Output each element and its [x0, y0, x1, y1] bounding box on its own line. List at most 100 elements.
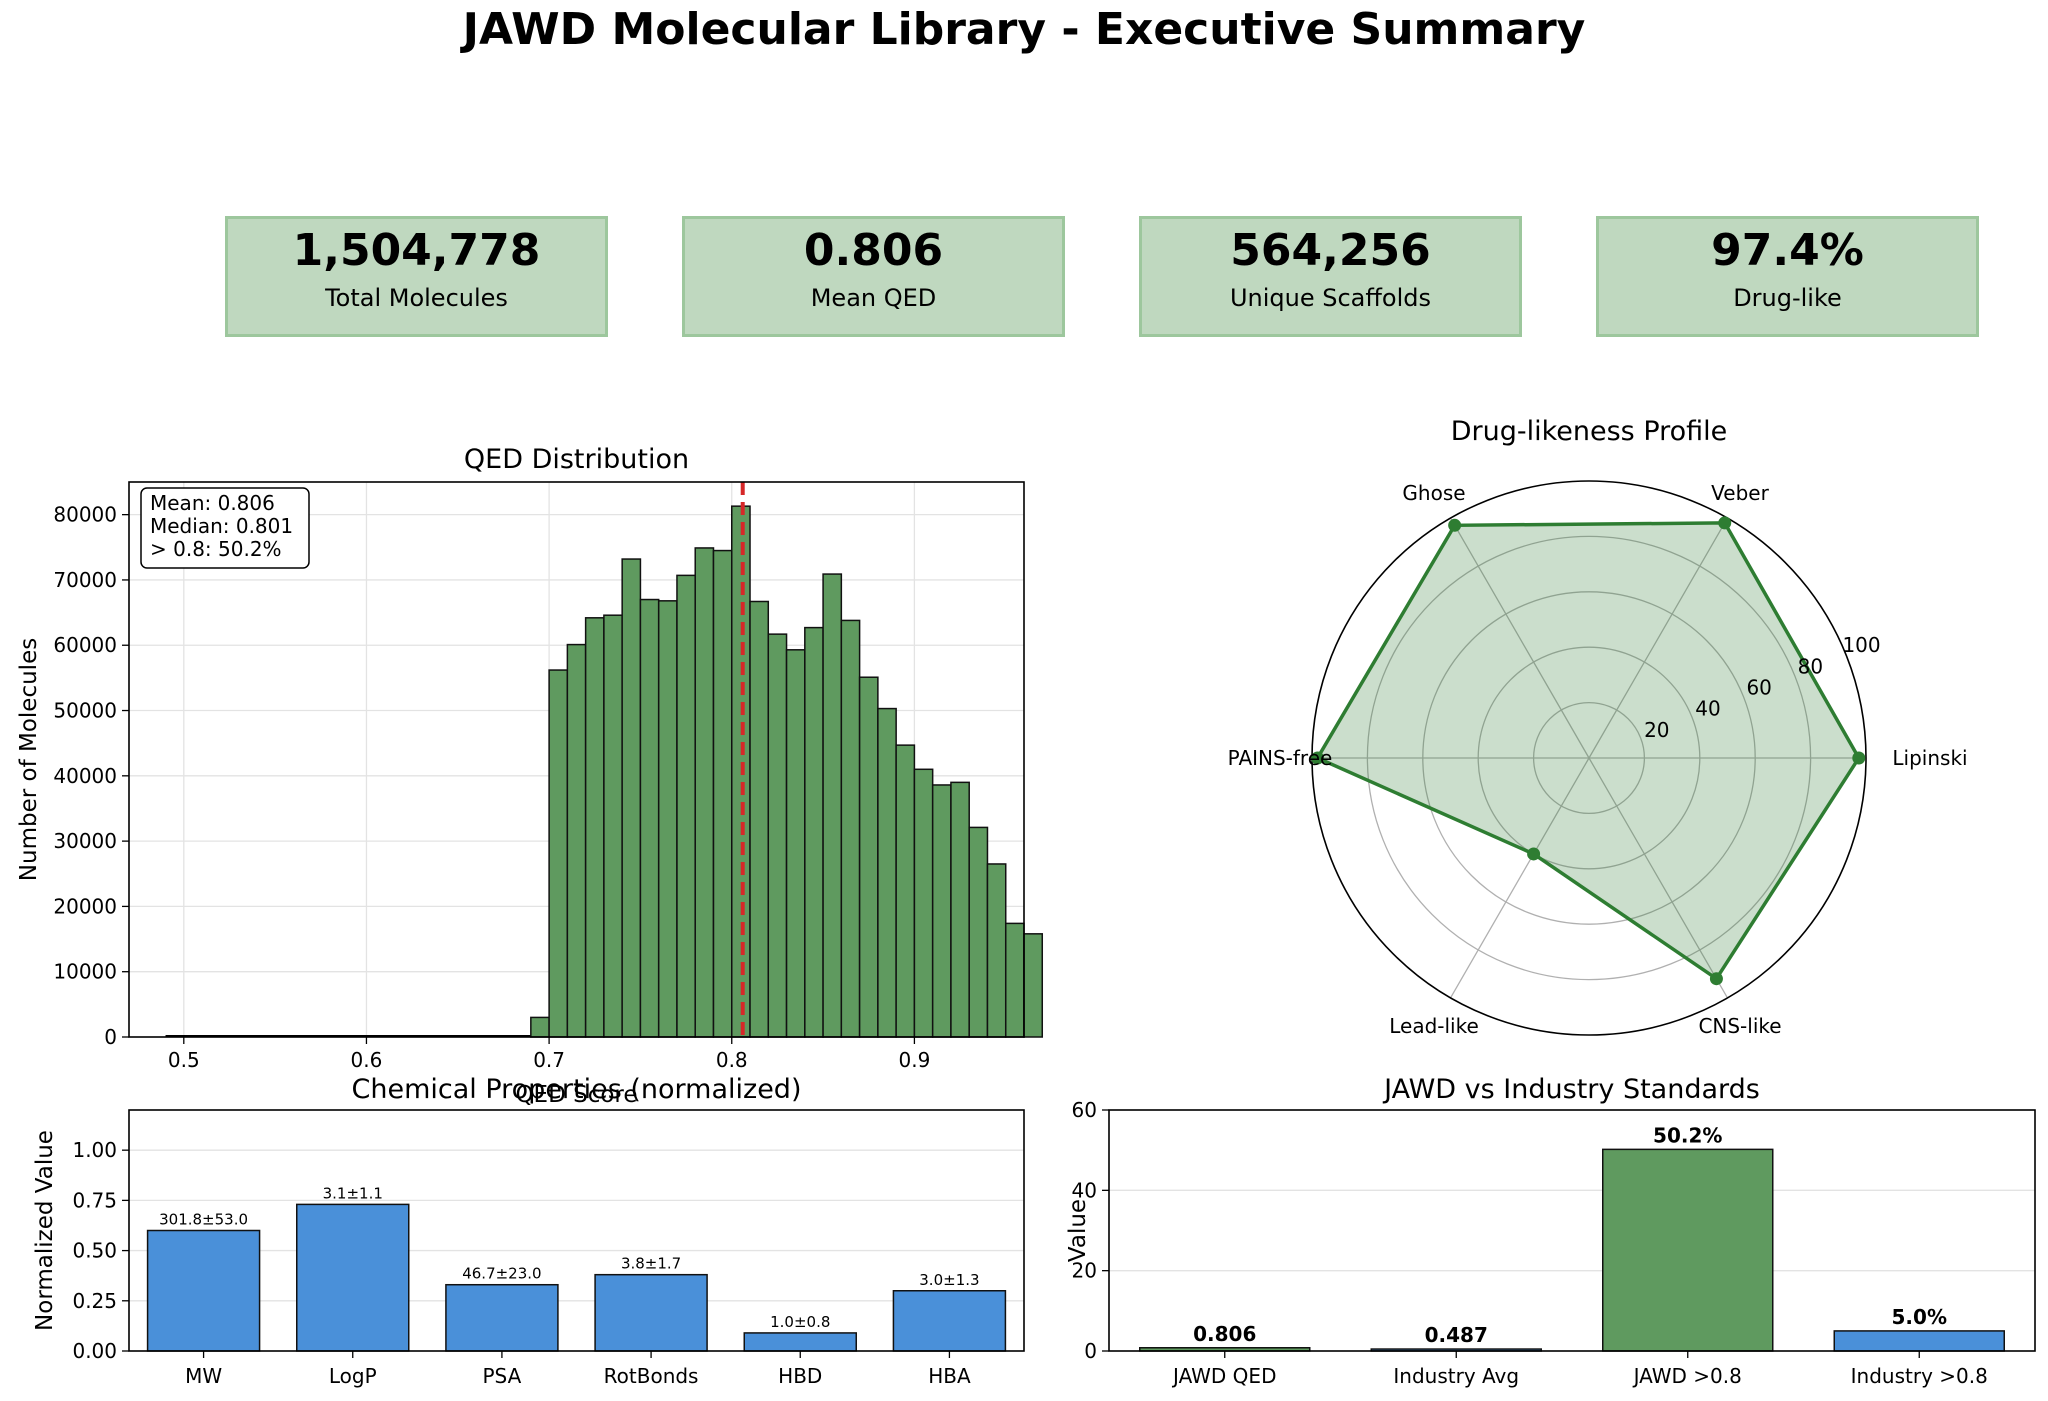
- hist-bar: [749, 600, 770, 1038]
- ind-bar-label: 0.806: [1193, 1322, 1256, 1346]
- hist-bar: [548, 669, 569, 1038]
- page-title: JAWD Molecular Library - Executive Summa…: [462, 4, 1586, 55]
- ind-ytick-label: 40: [1072, 1178, 1097, 1202]
- chem-bar: [892, 1290, 1007, 1352]
- radar-axis-label: PAINS-free: [1228, 746, 1333, 770]
- chem-ylabel: Normalized Value: [32, 1130, 58, 1331]
- hist-bar: [639, 598, 660, 1038]
- hist-ytick-label: 60000: [53, 633, 117, 657]
- ind-ytick-label: 0: [1084, 1339, 1097, 1363]
- ind-xtick-label: JAWD >0.8: [1632, 1364, 1742, 1388]
- hist-bar: [858, 676, 879, 1038]
- chem-bar-label: 46.7±23.0: [462, 1265, 541, 1283]
- radar-title: Drug-likeness Profile: [1451, 416, 1728, 447]
- hist-bar: [584, 617, 605, 1038]
- ind-xtick-label: JAWD QED: [1171, 1364, 1276, 1388]
- kpi-value: 1,504,778: [292, 225, 541, 276]
- chem-ytick-label: 0.50: [72, 1239, 117, 1263]
- hist-bar: [712, 549, 733, 1038]
- hist-bar: [566, 643, 587, 1038]
- hist-bar: [694, 547, 715, 1038]
- radar-axis-label: Lead-like: [1389, 1014, 1479, 1038]
- ind-bar-label: 0.487: [1425, 1323, 1488, 1347]
- hist-bar: [931, 784, 952, 1038]
- chem-bar: [743, 1332, 857, 1352]
- chem-bar: [445, 1283, 559, 1352]
- hist-xtick-label: 0.7: [533, 1048, 565, 1072]
- kpi-label: Unique Scaffolds: [1229, 284, 1432, 312]
- hist-ytick-label: 30000: [53, 829, 117, 853]
- hist-bar: [621, 558, 642, 1038]
- chem-bar-label: 3.8±1.7: [621, 1255, 681, 1273]
- chem-xtick-label: HBA: [928, 1364, 971, 1388]
- hist-title: QED Distribution: [464, 444, 689, 475]
- hist-bar: [767, 633, 788, 1038]
- chem-ytick-label: 0.25: [72, 1289, 117, 1313]
- hist-bar: [530, 1016, 550, 1038]
- radar-rtick-label: 40: [1695, 697, 1720, 721]
- kpi-value: 0.806: [803, 225, 944, 276]
- chem-bar: [594, 1273, 708, 1352]
- kpi-card-drug-like: 97.4% Drug-like: [1596, 216, 1979, 337]
- hist-bar: [913, 768, 934, 1038]
- chem-bar: [296, 1203, 410, 1352]
- chem-xtick-label: PSA: [483, 1364, 522, 1388]
- hist-ytick-label: 20000: [53, 894, 117, 918]
- chem-ytick-label: 0.75: [72, 1188, 117, 1212]
- hist-bar: [785, 649, 806, 1038]
- hist-stats-box: [140, 487, 310, 569]
- ind-axes-frame: [1108, 1109, 2036, 1352]
- chem-bar: [146, 1229, 261, 1352]
- kpi-card-total-molecules: 1,504,778 Total Molecules: [225, 216, 608, 337]
- hist-xtick-label: 0.8: [716, 1048, 748, 1072]
- kpi-card-unique-scaffolds: 564,256 Unique Scaffolds: [1139, 216, 1522, 337]
- hist-bar: [676, 574, 696, 1038]
- hist-ytick-label: 40000: [53, 764, 117, 788]
- kpi-value: 564,256: [1230, 225, 1431, 276]
- radar-spoke: [1449, 517, 1590, 759]
- radar-rtick-label: 20: [1644, 718, 1669, 742]
- hist-stats-line: Median: 0.801: [150, 514, 293, 538]
- hist-bar: [950, 781, 970, 1038]
- hist-axes-frame: [128, 481, 1025, 1038]
- ind-title: JAWD vs Industry Standards: [1382, 1074, 1760, 1105]
- hist-bar: [840, 619, 861, 1038]
- chem-xtick-label: MW: [185, 1364, 222, 1388]
- chem-ytick-label: 0.00: [72, 1339, 117, 1363]
- chem-xtick-label: HBD: [778, 1364, 822, 1388]
- hist-ytick-label: 80000: [53, 503, 117, 527]
- radar-point: [1709, 972, 1723, 986]
- radar-axis-label: CNS-like: [1698, 1014, 1781, 1038]
- hist-bar: [804, 626, 824, 1038]
- hist-bar: [603, 614, 623, 1038]
- hist-bar: [822, 573, 843, 1038]
- radar-point: [1852, 751, 1866, 765]
- hist-bar: [968, 826, 989, 1038]
- ind-bar-label: 50.2%: [1653, 1123, 1722, 1147]
- chem-bar-label: 1.0±0.8: [770, 1313, 830, 1331]
- radar-point: [1718, 516, 1732, 530]
- chem-axes-frame: [128, 1109, 1025, 1352]
- kpi-card-mean-qed: 0.806 Mean QED: [682, 216, 1065, 337]
- hist-stats-line: Mean: 0.806: [150, 491, 275, 515]
- ind-bar-label: 5.0%: [1892, 1305, 1947, 1329]
- ind-bar: [1602, 1148, 1774, 1352]
- radar-rtick-label: 60: [1746, 676, 1771, 700]
- ind-ylabel: Value: [1065, 1199, 1091, 1262]
- hist-bar: [877, 707, 897, 1038]
- radar-point: [1527, 847, 1541, 861]
- chem-bar-label: 3.0±1.3: [919, 1271, 979, 1289]
- hist-xtick-label: 0.5: [168, 1048, 200, 1072]
- hist-ytick-label: 70000: [53, 568, 117, 592]
- radar-spoke: [1449, 757, 1590, 999]
- hist-ytick-label: 50000: [53, 699, 117, 723]
- kpi-label: Total Molecules: [325, 284, 508, 312]
- chem-bar-label: 3.1±1.1: [323, 1184, 383, 1202]
- hist-xlabel: QED Score: [515, 1082, 637, 1108]
- chem-xtick-label: LogP: [329, 1364, 377, 1388]
- radar-point: [1311, 751, 1325, 765]
- hist-ytick-label: 10000: [53, 960, 117, 984]
- kpi-label: Drug-like: [1733, 284, 1842, 312]
- chem-ytick-label: 1.00: [72, 1138, 117, 1162]
